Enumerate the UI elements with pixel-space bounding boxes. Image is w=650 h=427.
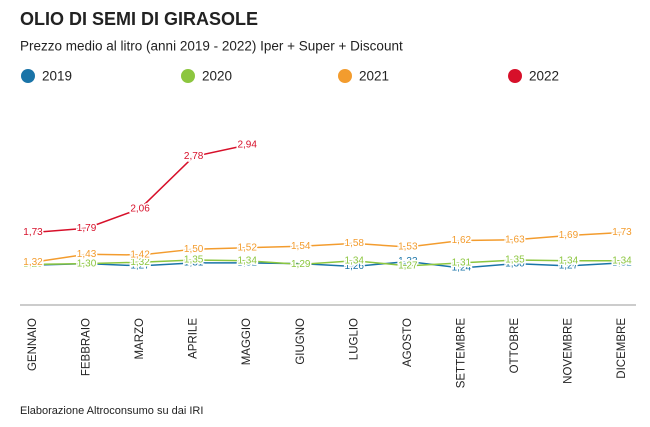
x-tick-label: LUGLIO <box>348 318 360 360</box>
data-label: 1,50 <box>184 244 204 255</box>
data-label: 1,24 <box>452 263 472 274</box>
legend-marker <box>21 69 35 83</box>
data-label: 2,94 <box>237 140 257 151</box>
x-tick-label: SETTEMBRE <box>455 318 467 389</box>
data-label: 1,62 <box>452 235 472 246</box>
legend-label: 2020 <box>202 69 232 84</box>
legend-label: 2022 <box>529 69 559 84</box>
x-tick-label: GENNAIO <box>27 318 39 371</box>
data-label: 1,69 <box>559 230 579 241</box>
data-label: 1,31 <box>452 258 472 269</box>
series-line <box>32 259 622 267</box>
data-label: 1,27 <box>398 260 418 271</box>
data-label: 1,43 <box>77 249 97 260</box>
data-label: 1,58 <box>345 238 365 249</box>
data-label: 1,52 <box>237 242 257 253</box>
legend-marker <box>181 69 195 83</box>
data-label: 1,35 <box>184 255 204 266</box>
data-label: 1,30 <box>77 258 97 269</box>
data-label: 1,63 <box>505 234 525 245</box>
data-label: 1,34 <box>345 255 365 266</box>
x-tick-label: OTTOBRE <box>509 318 521 374</box>
data-label: 1,34 <box>559 255 579 266</box>
data-label: 1,26 <box>345 261 365 272</box>
x-tick-label: DICEMBRE <box>616 318 628 379</box>
data-label: 2,78 <box>184 151 204 162</box>
chart-subtitle: Prezzo medio al litro (anni 2019 - 2022)… <box>20 39 403 54</box>
series-line <box>32 144 248 234</box>
x-tick-label: GIUGNO <box>295 318 307 365</box>
data-label: 1,73 <box>612 227 632 238</box>
x-tick-label: MARZO <box>134 318 146 360</box>
data-label: 1,73 <box>23 227 43 238</box>
legend-marker <box>508 69 522 83</box>
data-label: 1,29 <box>291 259 311 270</box>
x-tick-label: FEBBRAIO <box>81 318 93 376</box>
chart-title: OLIO DI SEMI DI GIRASOLE <box>20 9 258 29</box>
legend-label: 2019 <box>42 69 72 84</box>
x-tick-label: AGOSTO <box>402 318 414 367</box>
x-tick-label: APRILE <box>188 318 200 359</box>
x-tick-label: NOVEMBRE <box>562 318 574 384</box>
data-label: 1,79 <box>77 223 97 234</box>
data-label: 1,53 <box>398 242 418 253</box>
x-tick-label: MAGGIO <box>241 318 253 365</box>
series-line <box>32 260 623 269</box>
data-label: 2,06 <box>130 203 150 214</box>
series-line <box>32 231 623 263</box>
data-label: 1,32 <box>130 257 150 268</box>
data-label: 1,42 <box>130 250 150 261</box>
data-label: 1,31 <box>612 258 632 269</box>
legend-label: 2021 <box>359 69 389 84</box>
data-label: 1,31 <box>237 258 257 269</box>
data-label: 1,54 <box>291 241 311 252</box>
data-label: 1,32 <box>23 257 43 268</box>
data-label: 1,34 <box>612 255 632 266</box>
source-note: Elaborazione Altroconsumo su dai IRI <box>20 405 203 417</box>
legend-marker <box>338 69 352 83</box>
data-label: 1,34 <box>237 255 257 266</box>
data-label: 1,35 <box>505 255 525 266</box>
data-label: 1,27 <box>559 260 579 271</box>
